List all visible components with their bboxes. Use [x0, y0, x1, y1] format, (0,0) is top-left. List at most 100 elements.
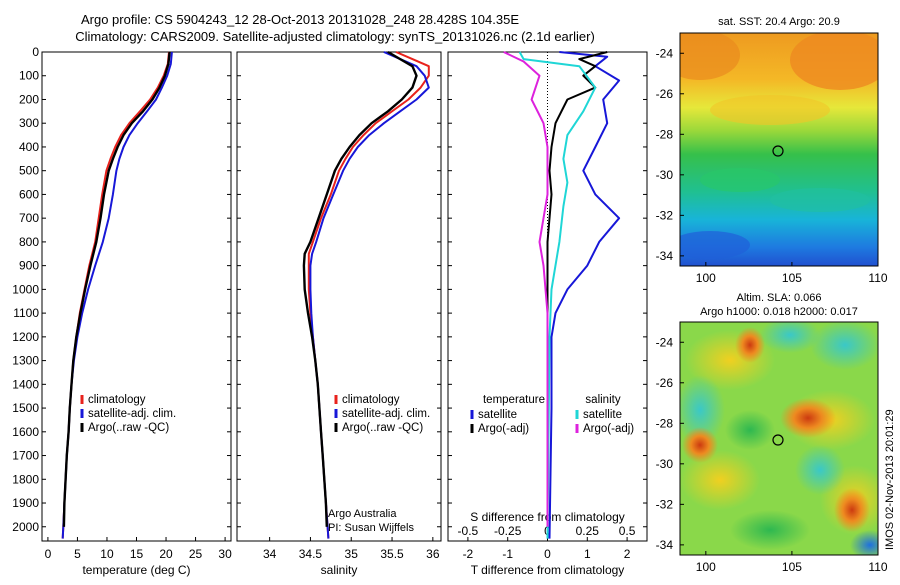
sla-lat-tick-label: -28 — [656, 416, 674, 430]
difference-xtick-label: -1 — [502, 547, 513, 561]
temperature-xtick-label: 15 — [130, 547, 144, 561]
sla-lat-tick-label: -34 — [656, 538, 674, 552]
sst-lon-tick-label: 100 — [696, 271, 716, 285]
salinity-legend-label: Argo(..raw -QC) — [342, 422, 423, 434]
temperature-panel: 0100200300400500600700800900100011001200… — [12, 45, 232, 577]
depth-tick-label: 1900 — [12, 496, 39, 510]
sst-lat-tick-label: -34 — [656, 249, 674, 263]
sla-lon-tick-label: 100 — [696, 560, 716, 574]
temperature-series-line-2 — [62, 51, 171, 527]
sst-argo-location-marker — [772, 145, 784, 157]
sla-map-title-line1: Altim. SLA: 0.066 — [737, 292, 822, 304]
sst-map-axes: -24 -26 -28 -30 -32 -34 100 105 110 — [656, 46, 888, 285]
difference-series-line-1 — [546, 51, 608, 527]
depth-tick-label: 1700 — [12, 449, 39, 463]
depth-tick-label: 1600 — [12, 425, 39, 439]
sla-map-axes: -24 -26 -28 -30 -32 -34 100 105 110 — [656, 335, 888, 574]
sst-lat-tick-label: -28 — [656, 127, 674, 141]
depth-tick-label: 900 — [19, 259, 39, 273]
sst-lon-tick-label: 105 — [782, 271, 802, 285]
difference-xtick-label: -2 — [463, 547, 474, 561]
temperature-xtick-label: 0 — [45, 547, 52, 561]
sst-lat-tick-label: -30 — [656, 168, 674, 182]
sla-map: Altim. SLA: 0.066 Argo h1000: 0.018 h200… — [656, 292, 888, 574]
sla-lat-tick-label: -32 — [656, 497, 674, 511]
difference-legend-title-temperature: temperature — [483, 394, 545, 406]
salinity-difference-tick-label: 0.5 — [619, 524, 636, 538]
difference-legend-label: satellite — [583, 409, 622, 421]
temperature-legend-label: Argo(..raw -QC) — [88, 422, 169, 434]
depth-tick-label: 1100 — [13, 306, 39, 320]
sst-map-image — [680, 33, 878, 266]
depth-tick-label: 600 — [19, 187, 39, 201]
sla-map-frame — [679, 321, 879, 556]
salinity-xtick-label: 34 — [263, 547, 277, 561]
salinity-xtick-label: 34.5 — [299, 547, 323, 561]
temperature-plot-frame — [41, 51, 232, 542]
depth-tick-label: 2000 — [12, 520, 39, 534]
temperature-x-axis-label: temperature (deg C) — [82, 563, 190, 577]
depth-tick-label: 700 — [19, 211, 39, 225]
depth-tick-label: 1200 — [12, 330, 39, 344]
salinity-difference-tick-label: 0.25 — [576, 524, 600, 538]
sla-lat-tick-label: -24 — [656, 335, 674, 349]
sla-lat-tick-label: -26 — [656, 376, 674, 390]
depth-tick-label: 0 — [32, 45, 39, 59]
depth-tick-label: 1800 — [12, 472, 39, 486]
salinity-annotation-line2: PI: Susan Wijffels — [328, 522, 414, 534]
sst-lon-tick-label: 110 — [868, 271, 887, 285]
salinity-x-axis-label: salinity — [321, 563, 358, 577]
sla-map-title-line2: Argo h1000: 0.018 h2000: 0.017 — [700, 306, 858, 318]
difference-xtick-label: 2 — [624, 547, 631, 561]
salinity-legend-label: satellite-adj. clim. — [342, 408, 430, 420]
salinity-annotation-line1: Argo Australia — [328, 508, 397, 520]
difference-legend-title-salinity: salinity — [585, 394, 620, 406]
depth-tick-label: 1400 — [12, 377, 39, 391]
sst-map-frame — [679, 32, 879, 267]
depth-tick-label: 1500 — [12, 401, 39, 415]
sst-lat-tick-label: -26 — [656, 87, 674, 101]
sla-lon-tick-label: 105 — [782, 560, 802, 574]
sst-map: sat. SST: 20.4 Argo: 20.9 -24 -26 -28 -30 -3… — [656, 16, 888, 285]
difference-xtick-label: 0 — [544, 547, 551, 561]
imos-timestamp: IMOS 02-Nov-2013 20:01:29 — [884, 409, 896, 550]
salinity-panel: 34 34.5 35 35.5 36 salinity climatology satelli… — [236, 50, 442, 577]
depth-tick-label: 1300 — [12, 354, 39, 368]
difference-panel: -2 -1 0 1 2 T difference from climatology -0.5… — [447, 51, 648, 577]
depth-tick-label: 500 — [19, 164, 39, 178]
difference-series-line-3 — [503, 51, 549, 527]
salinity-legend-label: climatology — [342, 394, 400, 406]
difference-series-line-2 — [518, 51, 597, 539]
figure-title-line1: Argo profile: CS 5904243_12 28-Oct-2013 … — [81, 12, 519, 27]
sst-lat-tick-label: -32 — [656, 208, 674, 222]
sst-lat-tick-label: -24 — [656, 46, 674, 60]
depth-tick-label: 300 — [19, 116, 39, 130]
difference-legend-label: satellite — [478, 409, 517, 421]
difference-series-line-0 — [548, 51, 621, 539]
temperature-xtick-label: 25 — [189, 547, 203, 561]
sla-lon-tick-label: 110 — [868, 560, 887, 574]
sla-argo-location-marker — [772, 434, 784, 446]
salinity-difference-tick-label: -0.25 — [494, 524, 522, 538]
depth-tick-label: 100 — [19, 69, 39, 83]
depth-tick-label: 200 — [19, 92, 39, 106]
depth-tick-label: 800 — [19, 235, 39, 249]
salinity-xtick-label: 35 — [345, 547, 359, 561]
sst-map-title: sat. SST: 20.4 Argo: 20.9 — [718, 16, 840, 28]
salinity-plot-frame — [236, 51, 442, 542]
salinity-difference-tick-label: -0.5 — [458, 524, 479, 538]
salinity-xtick-label: 35.5 — [380, 547, 404, 561]
temperature-xtick-label: 5 — [74, 547, 81, 561]
temperature-xtick-label: 30 — [218, 547, 232, 561]
sla-map-image — [680, 322, 878, 555]
depth-tick-label: 400 — [19, 140, 39, 154]
difference-x-axis-label: T difference from climatology — [471, 563, 625, 577]
salinity-xtick-label: 36 — [426, 547, 440, 561]
temperature-legend-label: climatology — [88, 394, 146, 406]
depth-tick-label: 1000 — [12, 282, 39, 296]
temperature-legend-label: satellite-adj. clim. — [88, 408, 176, 420]
temperature-xtick-label: 10 — [100, 547, 114, 561]
figure-title-line2: Climatology: CARS2009. Satellite-adjuste… — [75, 29, 595, 44]
